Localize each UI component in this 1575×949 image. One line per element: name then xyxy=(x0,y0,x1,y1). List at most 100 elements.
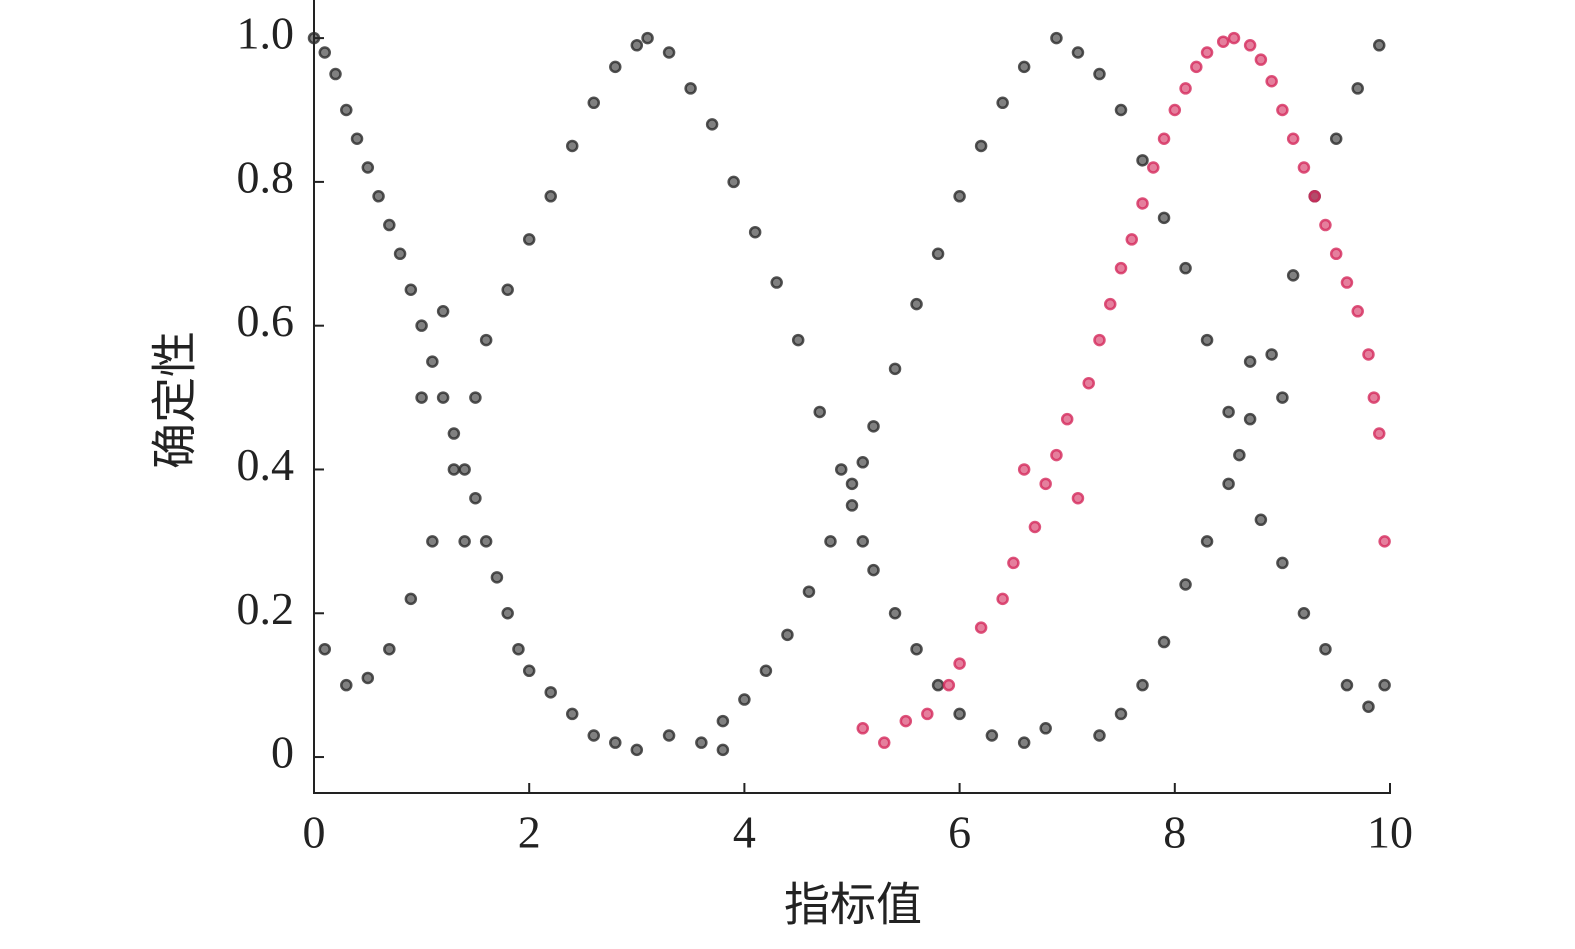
point xyxy=(1297,607,1311,620)
point xyxy=(1243,355,1257,368)
point xyxy=(587,96,601,110)
point xyxy=(1093,67,1106,81)
x-tick-label: 2 xyxy=(518,807,541,858)
point xyxy=(1254,513,1268,527)
point xyxy=(1114,103,1128,117)
point xyxy=(727,175,740,189)
x-tick-label: 6 xyxy=(948,807,971,858)
x-tick-label: 8 xyxy=(1163,807,1186,858)
point xyxy=(1200,333,1214,347)
point xyxy=(415,319,428,332)
point xyxy=(931,678,945,692)
point xyxy=(1243,39,1257,52)
point xyxy=(1179,261,1192,275)
point xyxy=(350,132,364,146)
point xyxy=(1265,74,1278,88)
y-tick-label: 0 xyxy=(271,727,294,778)
point xyxy=(856,535,870,548)
point xyxy=(1093,333,1106,347)
point xyxy=(404,592,418,606)
point xyxy=(770,276,783,289)
point xyxy=(1050,448,1063,462)
point xyxy=(1233,448,1246,462)
point xyxy=(1200,535,1214,548)
point xyxy=(340,103,353,117)
point xyxy=(1082,376,1095,390)
point xyxy=(1340,678,1354,692)
point xyxy=(1114,707,1128,721)
point xyxy=(1136,197,1149,210)
point xyxy=(1017,463,1031,476)
point xyxy=(791,333,805,347)
point xyxy=(985,729,999,742)
point xyxy=(1028,520,1042,534)
point xyxy=(705,118,719,131)
point xyxy=(1351,82,1364,95)
point xyxy=(1007,556,1020,570)
point xyxy=(1222,405,1235,419)
point xyxy=(436,391,450,404)
point xyxy=(447,463,461,476)
point xyxy=(512,642,525,656)
point xyxy=(630,39,644,52)
point xyxy=(1222,477,1235,491)
point xyxy=(1362,348,1375,361)
point xyxy=(1136,154,1149,167)
y-tick-label: 0.8 xyxy=(237,151,295,202)
point xyxy=(1136,678,1149,692)
point xyxy=(1276,556,1289,570)
point xyxy=(565,139,579,153)
point xyxy=(662,46,676,59)
point xyxy=(469,491,482,505)
point xyxy=(1216,35,1230,48)
point xyxy=(899,714,913,728)
point xyxy=(867,563,880,577)
y-tick-label: 0.2 xyxy=(237,583,295,634)
point xyxy=(458,463,471,476)
point xyxy=(1157,635,1171,649)
point xyxy=(630,743,644,757)
point xyxy=(393,247,407,261)
point xyxy=(522,233,536,246)
point xyxy=(1329,247,1343,261)
point xyxy=(845,499,859,512)
point xyxy=(856,456,870,469)
point xyxy=(447,427,461,440)
y-tick-label: 0.4 xyxy=(237,439,295,490)
point xyxy=(759,664,773,678)
point xyxy=(813,405,826,419)
x-axis-label: 指标值 xyxy=(784,880,922,931)
point xyxy=(501,607,514,620)
point xyxy=(684,82,697,95)
point xyxy=(953,190,966,203)
point xyxy=(383,218,396,232)
point xyxy=(1286,269,1300,282)
point xyxy=(1372,427,1386,440)
point xyxy=(1367,391,1381,404)
point xyxy=(501,283,514,296)
point xyxy=(824,535,837,548)
point xyxy=(1276,103,1289,117)
point xyxy=(426,355,439,368)
point xyxy=(1372,39,1386,52)
point xyxy=(1362,700,1375,713)
point xyxy=(609,736,622,749)
point xyxy=(996,96,1009,110)
point xyxy=(1319,642,1332,656)
point xyxy=(469,391,482,404)
point xyxy=(1050,31,1063,45)
point xyxy=(1265,348,1278,361)
point xyxy=(426,535,439,548)
point xyxy=(1114,261,1128,275)
point xyxy=(458,535,471,548)
point xyxy=(867,420,880,433)
point xyxy=(1297,161,1311,174)
point xyxy=(1286,132,1300,146)
point xyxy=(662,729,676,742)
point xyxy=(974,621,988,634)
point xyxy=(953,657,966,670)
y-tick-label: 0.6 xyxy=(237,295,295,346)
point xyxy=(716,743,730,757)
point xyxy=(1254,53,1268,66)
